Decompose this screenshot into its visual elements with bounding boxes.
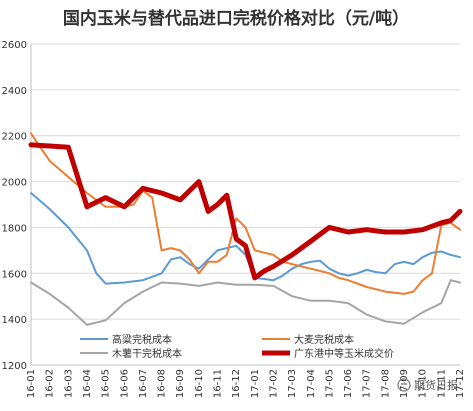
x-tick-label: 16-10	[194, 369, 205, 398]
legend-background	[62, 330, 442, 362]
legend-item-cassava: 木薯干完税成本	[80, 347, 182, 360]
gridlines	[31, 43, 460, 366]
watermark-icon	[397, 378, 411, 392]
legend-item-barley: 大麦完税成本	[262, 333, 354, 346]
y-tick-label: 2400	[2, 86, 27, 97]
legend-item-corn: 广东港中等玉米成交价	[262, 347, 394, 360]
x-tick-label: 17-06	[343, 369, 354, 398]
x-tick-label: 17-02	[268, 369, 279, 398]
series-line-2	[30, 279, 461, 326]
y-tick-label: 1200	[2, 361, 27, 372]
x-tick-label: 16-06	[119, 369, 130, 398]
x-tick-label: 17-04	[306, 369, 317, 398]
x-tick-label: 17-07	[362, 369, 373, 398]
axes	[30, 44, 460, 366]
x-tick-label: 16-09	[175, 369, 186, 398]
x-tick-label: 17-03	[287, 369, 298, 398]
y-tick-label: 2200	[2, 132, 27, 143]
x-tick-label: 16-08	[157, 369, 168, 398]
watermark: 期货日报	[397, 378, 458, 392]
x-tick-labels: 16-01 16-02 16-03 16-04 16-05 16-06 16-07 16-08…	[26, 369, 466, 398]
x-tick-label: 17-05	[324, 369, 335, 398]
legend-label-corn: 广东港中等玉米成交价	[294, 347, 394, 360]
legend: 高粱完税成本 大麦完税成本 木薯干完税成本 广东港中等玉米成交价	[62, 330, 442, 362]
watermark-text: 期货日报	[414, 378, 458, 392]
chart-title: 国内玉米与替代品进口完税价格对比（元/吨）	[63, 8, 409, 29]
y-tick-label: 2000	[2, 178, 27, 189]
x-tick-label: 17-10	[418, 369, 429, 398]
series-lines	[28, 132, 463, 326]
x-tick-label: 17-12	[455, 369, 466, 398]
x-tick-label: 16-07	[138, 369, 149, 398]
x-tick-label: 16-11	[213, 369, 224, 398]
legend-label-barley: 大麦完税成本	[294, 333, 354, 346]
legend-label-sorghum: 高粱完税成本	[112, 333, 172, 346]
legend-item-sorghum: 高粱完税成本	[80, 333, 172, 346]
x-tick-label: 17-11	[436, 369, 447, 398]
x-tick-label: 17-08	[380, 369, 391, 398]
x-tick-label: 17-09	[399, 369, 410, 398]
x-tick-label: 16-04	[82, 369, 93, 398]
x-tick-label: 16-01	[26, 369, 37, 398]
x-tick-label: 16-03	[63, 369, 74, 398]
x-tick-label: 16-05	[101, 369, 112, 398]
y-tick-labels: 1200 1400 1600 1800 2000 2200 2400 2600	[2, 40, 27, 372]
y-tick-label: 1800	[2, 223, 27, 234]
x-tick-label: 16-02	[45, 369, 56, 398]
x-tick-label: 17-01	[250, 369, 261, 398]
y-tick-label: 1400	[2, 315, 27, 326]
y-tick-label: 1600	[2, 269, 27, 280]
series-line-1	[30, 132, 461, 295]
legend-label-cassava: 木薯干完税成本	[112, 347, 182, 360]
y-tick-label: 2600	[2, 40, 27, 51]
x-tick-label: 16-12	[231, 369, 242, 398]
series-line-0	[30, 192, 461, 285]
series-line-3	[28, 142, 463, 281]
